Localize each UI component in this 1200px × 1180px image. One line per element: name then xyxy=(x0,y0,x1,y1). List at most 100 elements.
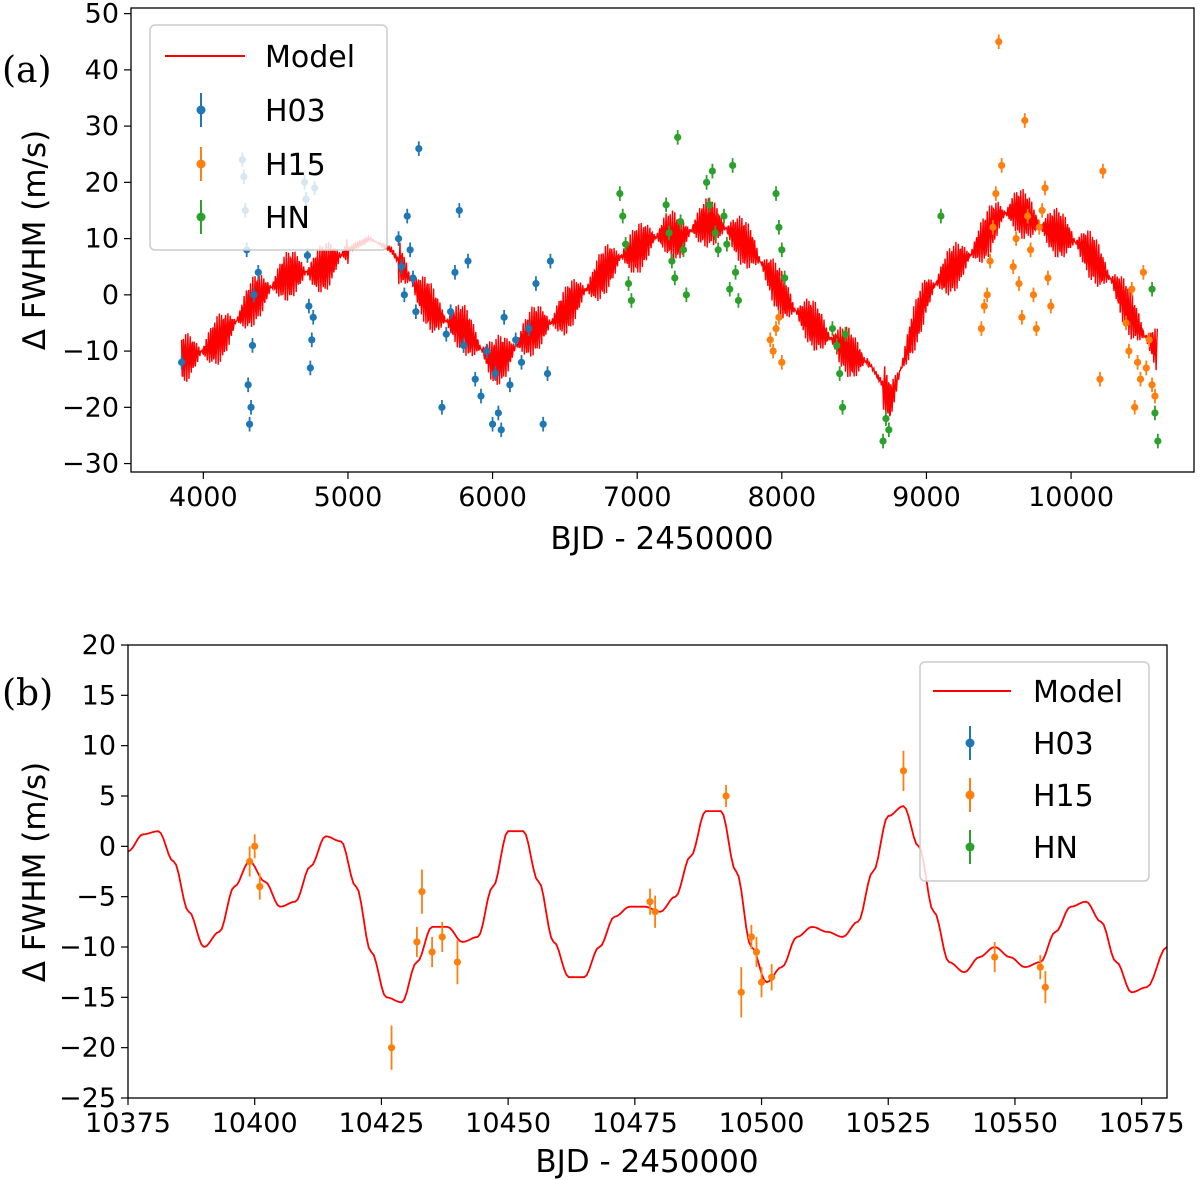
panel-a-legend-hn: HN xyxy=(265,201,310,236)
panel-a-h03-point xyxy=(409,274,417,282)
panel-b-x-tick-label: 10475 xyxy=(592,1108,678,1139)
panel-a-x-tick-label: 9000 xyxy=(892,482,961,513)
panel-a-h15-point xyxy=(1038,206,1046,215)
panel-a-h15-point xyxy=(986,257,994,265)
panel-a-hn-point xyxy=(841,330,850,338)
panel-b-h15-point xyxy=(757,978,766,986)
panel-b-h15-point xyxy=(246,857,254,866)
panel-a-h03-point xyxy=(244,381,252,389)
panel-b-x-ticks: 10375 10400 10425 10450 10475 10500 10525 10550… xyxy=(85,1098,1185,1139)
panel-a-hn-point xyxy=(674,133,682,141)
panel-b-h15-point xyxy=(418,888,426,896)
panel-a-h15-point xyxy=(980,302,988,310)
panel-a-hn-point xyxy=(662,201,670,209)
panel-a-hn-point xyxy=(720,212,728,220)
panel-a-h15-point xyxy=(1009,263,1017,271)
panel-a-h03-point xyxy=(254,268,262,276)
panel-a-h03-point xyxy=(506,381,514,389)
panel-a-h03-point xyxy=(394,234,403,243)
panel-b-y-tick-label: −5 xyxy=(76,882,116,913)
panel-a-h03-point xyxy=(415,145,423,153)
panel-a-h03-point xyxy=(460,341,468,350)
panel-a-h03-point xyxy=(442,330,450,338)
panel-a-hn-point xyxy=(937,212,945,220)
panel-b-h15-point xyxy=(752,948,761,956)
panel-a-hn-point xyxy=(879,437,887,445)
panel-a-h15-point xyxy=(1139,268,1147,276)
panel-b-y-tick-label: 15 xyxy=(82,680,116,711)
panel-b-x-tick-label: 10575 xyxy=(1099,1108,1185,1139)
panel-a-h15-point xyxy=(1142,364,1150,372)
panel-b-y-ticks: −25 −20 −15 −10 −5 0 5 10 15 20 xyxy=(59,630,128,1114)
panel-a-h15-point xyxy=(1128,285,1136,293)
panel-a-h03-point xyxy=(250,291,258,299)
panel-a: 4000 5000 6000 7000 8000 9000 10000 −30 −20 −10 0… xyxy=(2,0,1195,557)
panel-a-h03-point xyxy=(525,324,533,333)
panel-a-hn-point xyxy=(668,257,676,265)
panel-a-h15-point xyxy=(1015,279,1023,288)
panel-b-frame xyxy=(127,644,1168,1099)
panel-b-x-tick-label: 10450 xyxy=(465,1108,551,1139)
panel-a-h15-point xyxy=(1035,223,1043,231)
panel-a-hn-point xyxy=(838,403,847,411)
panel-a-h03-point xyxy=(546,257,555,265)
panel-a-hn-point xyxy=(708,167,716,175)
panel-a-frame xyxy=(130,7,1195,473)
panel-a-legend-box xyxy=(149,24,388,251)
panel-b-h15-point xyxy=(251,842,259,850)
panel-b-y-tick-label: 0 xyxy=(99,831,116,862)
panel-a-h03-point xyxy=(500,313,508,321)
panel-a-hn-point xyxy=(828,324,837,333)
panel-a-h15-point xyxy=(1148,381,1156,389)
panel-a-h15-point xyxy=(1021,116,1029,125)
panel-b: 10375 10400 10425 10450 10475 10500 10525 10550… xyxy=(2,630,1185,1180)
panel-a-h03-point xyxy=(512,336,520,344)
panel-a-y-tick-label: 0 xyxy=(102,280,119,311)
panel-a-y-tick-label: −30 xyxy=(62,449,119,480)
panel-b-legend-h03: H03 xyxy=(1033,727,1094,762)
panel-a-h03-point xyxy=(483,347,491,355)
panel-a-h15-point xyxy=(769,347,777,355)
panel-a-hn-point xyxy=(665,229,673,237)
panel-b-h15-point xyxy=(768,973,776,981)
panel-b-y-tick-label: 10 xyxy=(82,731,116,762)
panel-a-y-axis-label: Δ FWHM (m/s) xyxy=(17,130,53,350)
panel-a-h03-point xyxy=(447,308,455,316)
panel-b-y-tick-label: −20 xyxy=(59,1033,116,1064)
panel-b-y-tick-label: −10 xyxy=(59,932,116,963)
panel-b-h15-point xyxy=(438,933,446,941)
panel-a-h03-point xyxy=(455,206,463,215)
panel-a-h03-point xyxy=(543,369,552,378)
panel-a-h15-point xyxy=(1029,291,1038,299)
panel-a-hn-point xyxy=(882,414,890,423)
panel-a-legend-h15-marker xyxy=(196,159,206,169)
panel-a-h15-point xyxy=(1047,302,1055,310)
panel-a-h03-point xyxy=(303,251,312,260)
panel-b-h15-point xyxy=(428,948,436,956)
panel-a-h03-point xyxy=(400,291,408,299)
panel-b-model-line xyxy=(128,805,1167,1004)
panel-a-hn-point xyxy=(833,341,841,350)
panel-a-h03-point xyxy=(306,364,314,372)
panel-a-y-tick-label: 10 xyxy=(85,224,119,255)
panel-a-h15-point xyxy=(998,161,1006,170)
panel-a-h03-point xyxy=(245,420,254,428)
panel-a-legend: Model H03 H15 HN xyxy=(149,24,388,251)
panel-a-h03-point xyxy=(248,341,257,350)
panel-b-legend-h15-marker xyxy=(965,790,975,800)
panel-a-h03-point xyxy=(494,409,502,417)
panel-a-h03-point xyxy=(539,420,547,428)
panel-b-h15-point xyxy=(1041,983,1049,991)
panel-a-h15-point xyxy=(772,324,780,333)
panel-a-h15-point xyxy=(1145,336,1153,344)
panel-a-x-axis-label: BJD - 2450000 xyxy=(550,521,773,557)
panel-a-hn-point xyxy=(836,369,844,378)
panel-a-h15-point xyxy=(1122,319,1130,327)
panel-a-h03-point xyxy=(308,336,316,344)
panel-a-h03-point xyxy=(477,392,485,400)
panel-a-hn-point xyxy=(624,279,633,288)
panel-b-x-axis-label: BJD - 2450000 xyxy=(535,1144,758,1180)
panel-a-y-tick-label: 20 xyxy=(85,167,119,198)
panel-a-h15-point xyxy=(989,223,997,231)
